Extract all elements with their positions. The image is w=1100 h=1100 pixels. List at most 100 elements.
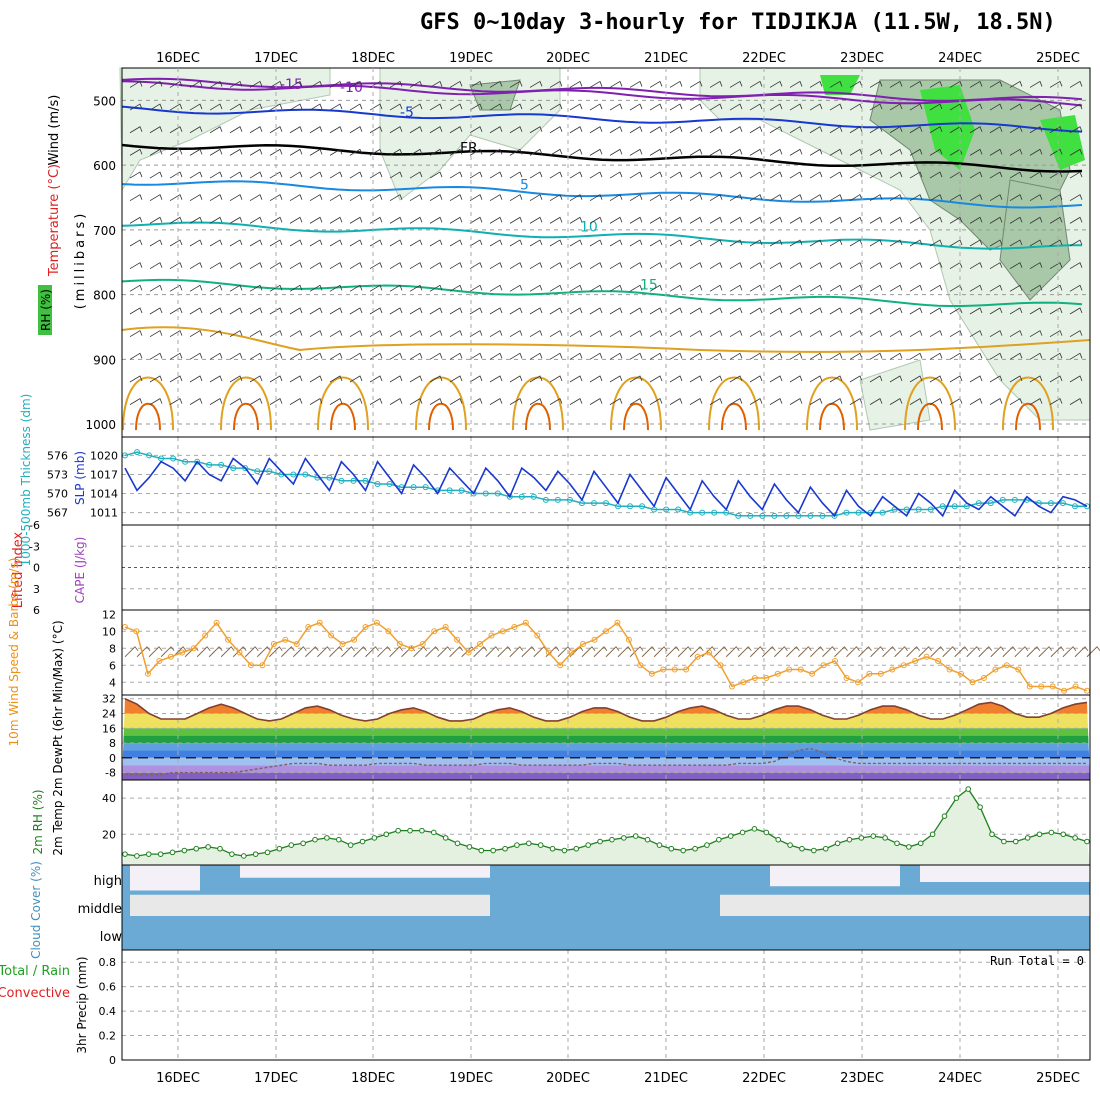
wind-barb [689,216,703,224]
wind-barb [1049,126,1063,134]
wind-barb [469,307,483,315]
wind-barb [329,262,343,270]
wind-barb [229,398,243,405]
wind-barb [269,330,283,338]
wind-barb [769,330,783,338]
wind-barb [809,307,823,315]
wind-barb [369,171,383,179]
precip-tick: 0.4 [99,1005,117,1018]
wind-barb [729,171,743,179]
wind-barb [749,284,763,292]
wind-barb [909,80,923,88]
hot-contour [525,402,551,431]
wind-barb [269,262,283,270]
wind-tick: 12 [102,608,116,621]
rh-point [834,840,841,847]
surface-barb [906,646,920,658]
wind-barb [569,80,583,88]
thickness-point [362,477,369,484]
thickness-point [975,500,982,507]
temp-tick: 16 [102,722,116,735]
temp-tick: 32 [102,693,116,706]
rh-point [870,833,877,839]
wind-barb [1009,330,1023,338]
wind-barb [909,375,923,383]
thickness-point [711,509,718,516]
rh-point [193,845,200,852]
wind-barb [509,80,523,88]
wind-barb [1029,284,1043,292]
wind-barb [889,330,903,338]
wind-barb [669,194,683,202]
wind-barb [429,330,443,338]
rh-point [1072,835,1078,841]
wind-barb [449,284,463,292]
hot-contour [330,402,356,431]
wind-barb [269,307,283,315]
thickness-point [206,461,213,468]
surface-barb [1014,646,1029,658]
wind-barb [549,330,563,338]
wind-barb [789,262,803,270]
rh-point [264,849,271,856]
wind-barb [749,103,763,111]
precip-panel: 0.8 0.6 0.4 0.2 0 Run Total = 0 Total / Rain Co… [0,949,1091,1067]
wind-speed-point [133,628,140,635]
wind-barb [349,398,363,405]
wind-barb [309,171,323,179]
wind-barb [449,103,463,111]
date-label-top: 16DEC [156,51,200,66]
wind-speed-point [923,653,930,660]
wind-barb [269,239,283,247]
wind-barb [289,216,303,224]
temp-axis-label: Temperature (°C) [47,164,62,277]
wind-barb [529,398,543,405]
wind-barb [249,262,263,270]
rh-point [597,838,603,845]
wind-barb [789,103,803,111]
wind-barb [289,80,303,88]
wind-barb [729,284,743,292]
date-label-bottom: 17DEC [254,1071,298,1086]
wind-barb [289,398,303,405]
cloud-axis-label: Cloud Cover (%) [29,861,43,959]
wind-speed-point [1072,683,1079,690]
wind-barb [869,103,883,111]
wind-barb [149,103,163,111]
wind-barb [429,126,443,134]
wind-speed-point [935,658,942,664]
wind-barb [469,126,483,134]
wind-barb [729,126,743,134]
thickness-point [134,449,141,456]
wind-barb [929,262,943,270]
wind-barb [969,375,983,383]
thickness-point [446,487,453,494]
wind-barb [249,126,263,134]
slp-tick: 1014 [90,488,118,501]
wind-barb [449,330,463,338]
wind-barb [709,239,723,247]
rh-point [799,845,805,852]
wind-barb [1069,216,1083,224]
wind-barb [629,194,643,202]
rh-point [1012,838,1019,845]
wind-barb [129,126,143,134]
rh-point [894,840,900,847]
rh-point [929,831,936,838]
wind-barb [529,239,543,247]
thickness-axis-label: 1000-500mb Thickness (dm) [19,394,33,567]
wind-barb [769,171,783,179]
rh-point [763,829,770,836]
thickness-point [627,503,634,510]
wind-barb [349,216,363,224]
wind-barb [909,398,923,405]
wind-barb [589,262,603,270]
wind-barb [149,239,163,247]
date-label-bottom: 19DEC [449,1071,493,1086]
wind-barb [329,103,343,111]
wind-barb [389,194,403,202]
wind-barb [849,194,863,202]
wind-barb [189,398,203,405]
wind-barb [1069,284,1083,292]
